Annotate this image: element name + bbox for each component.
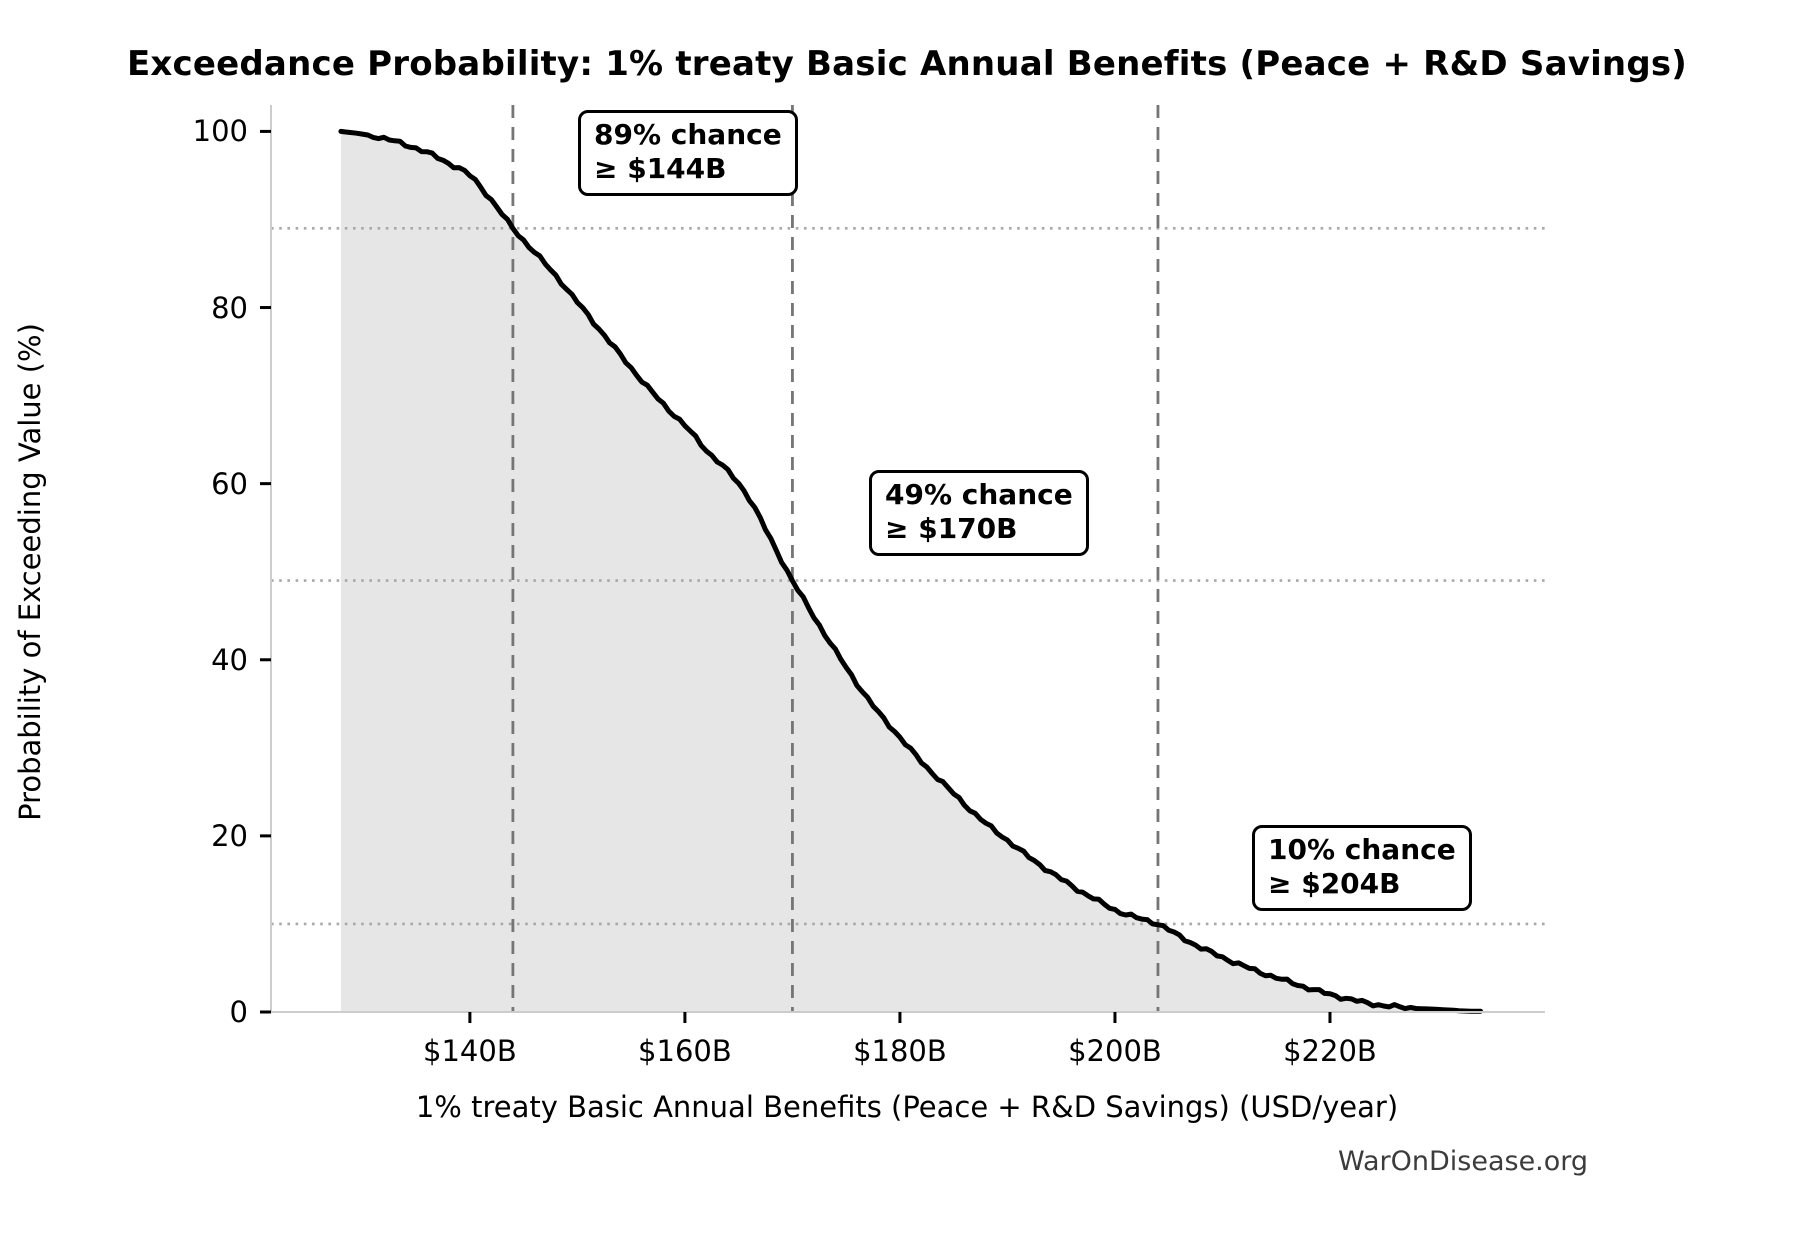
- y-tick-label-20: 20: [211, 818, 248, 853]
- y-tick-label-60: 60: [211, 466, 248, 501]
- y-tick-label-100: 100: [192, 114, 248, 149]
- annotation-box-10pct: 10% chance ≥ $204B: [1252, 825, 1472, 911]
- x-tick-label-220: $220B: [1283, 1034, 1377, 1068]
- annotation-chance-line: 89% chance: [594, 118, 782, 151]
- x-tick-label-200: $200B: [1068, 1034, 1162, 1068]
- y-tick-label-80: 80: [211, 290, 248, 325]
- y-tick-label-40: 40: [211, 642, 248, 677]
- curve-fill-area: [340, 131, 1481, 1012]
- x-tick-label-140: $140B: [423, 1034, 517, 1068]
- exceedance-curve: [338, 128, 1483, 1014]
- annotation-value-line: ≥ $144B: [594, 152, 727, 185]
- annotation-box-49pct: 49% chance ≥ $170B: [869, 470, 1089, 556]
- annotation-chance-line: 49% chance: [885, 478, 1073, 511]
- y-axis-label: Probability of Exceeding Value (%): [13, 323, 47, 821]
- annotation-chance-line: 10% chance: [1268, 833, 1456, 866]
- annotation-box-89pct: 89% chance ≥ $144B: [578, 110, 798, 196]
- x-tick-label-180: $180B: [853, 1034, 947, 1068]
- watermark-credit: WarOnDisease.org: [1338, 1146, 1589, 1177]
- annotation-value-line: ≥ $170B: [885, 512, 1018, 545]
- x-tick-label-160: $160B: [638, 1034, 732, 1068]
- y-tick-label-0: 0: [229, 995, 248, 1029]
- annotation-value-line: ≥ $204B: [1268, 867, 1401, 900]
- chart-title: Exceedance Probability: 1% treaty Basic …: [126, 44, 1688, 84]
- x-axis-label: 1% treaty Basic Annual Benefits (Peace +…: [415, 1090, 1399, 1124]
